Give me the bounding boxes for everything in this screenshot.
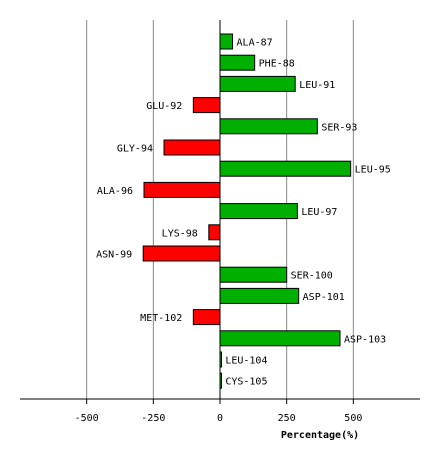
bar-label: ASP-103 (344, 334, 386, 345)
bar (192, 309, 221, 326)
bar-label: ASP-101 (303, 292, 345, 303)
bar (219, 75, 296, 92)
bar (219, 160, 352, 177)
bar-label: ASN-99 (96, 250, 132, 261)
x-tick-label: 0 (217, 413, 223, 424)
bar-label: SER-93 (321, 122, 357, 133)
bars (142, 33, 352, 389)
bar (219, 351, 222, 368)
bar (143, 181, 221, 198)
bar (219, 33, 234, 50)
bar-labels: ALA-87 PHE-88 LEU-91 GLU-92 SER-93 GLY-94 LEU-… (96, 38, 391, 388)
x-ticks: -500 -250 0 250 500 (75, 399, 362, 424)
bar-label: CYS-105 (225, 377, 267, 388)
bar (219, 266, 288, 283)
bar-label: PHE-88 (259, 59, 295, 70)
bar (208, 224, 221, 241)
bar-label: LEU-104 (225, 356, 267, 367)
bar-label: SER-100 (291, 271, 333, 282)
bar (219, 372, 222, 389)
bar (163, 139, 221, 156)
bar (219, 54, 256, 71)
bar (219, 118, 318, 135)
bar (219, 330, 341, 347)
bar-label: LEU-97 (301, 207, 337, 218)
x-tick-label: -250 (141, 413, 165, 424)
bar-label: GLY-94 (117, 144, 153, 155)
bar-label: GLU-92 (146, 101, 182, 112)
bar-label: ALA-87 (237, 38, 273, 49)
x-tick-label: 250 (278, 413, 296, 424)
x-tick-label: -500 (75, 413, 99, 424)
bar (192, 97, 221, 114)
x-axis-title: Percentage(%) (281, 430, 359, 441)
bar-label: MET-102 (140, 313, 182, 324)
bar (219, 287, 300, 304)
bar (219, 203, 298, 220)
x-tick-label: 500 (344, 413, 362, 424)
bar (142, 245, 221, 262)
bar-label: LEU-91 (299, 80, 335, 91)
bar-label: ALA-96 (97, 186, 133, 197)
bar-label: LYS-98 (162, 228, 198, 239)
bar-label: LEU-95 (355, 165, 391, 176)
